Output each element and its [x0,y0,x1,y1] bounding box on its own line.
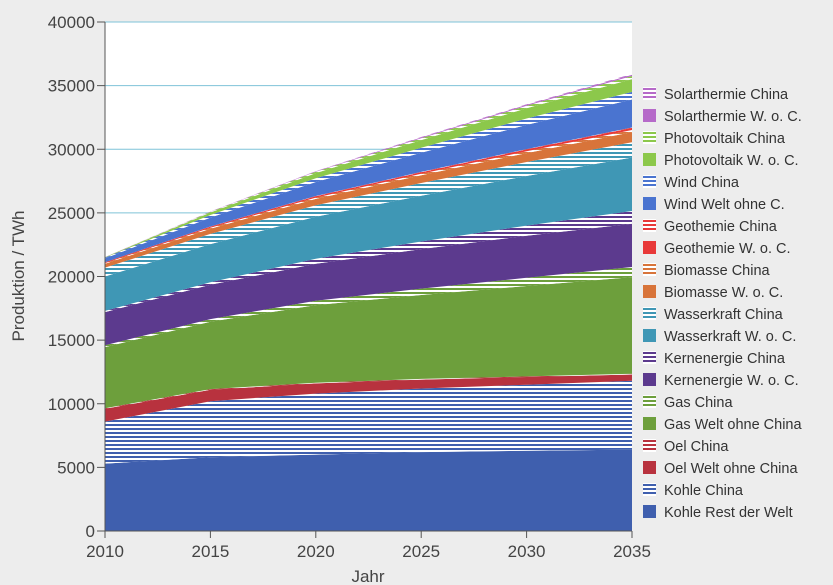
legend-swatch [643,351,656,364]
area-wind-welt-ohne-c [105,99,632,263]
x-tick-label: 2015 [191,542,229,561]
legend-swatch [643,87,656,100]
area-wind-china [105,91,632,259]
area-wasserkraft-w-o-c [105,157,632,311]
area-kohle-china [105,380,632,464]
y-tick-label: 25000 [48,204,95,223]
legend-swatch [643,373,656,386]
x-tick-label: 2030 [508,542,546,561]
legend-label: Oel Welt ohne China [664,461,798,477]
x-tick-label: 2025 [402,542,440,561]
legend-label: Wind Welt ohne C. [664,197,785,213]
legend-swatch [643,307,656,320]
area-oel-welt-ohne-china [105,374,632,422]
legend-label: Geothemie W. o. C. [664,241,791,257]
y-tick-label: 0 [86,522,95,541]
legend-swatch [643,329,656,342]
legend-label: Wind China [664,175,740,191]
legend-swatch [643,175,656,188]
legend-label: Gas Welt ohne China [664,417,802,433]
y-tick-label: 40000 [48,13,95,32]
y-axis-title: Produktion / TWh [9,210,28,341]
x-axis-ticks: 2010 2015 2020 2025 2030 2035 [86,531,651,561]
legend-swatch [643,417,656,430]
legend-swatch [643,505,656,518]
legend-label: Solarthermie China [664,87,789,103]
legend-swatch [643,153,656,166]
legend-swatch [643,285,656,298]
legend: Solarthermie China Solarthermie W. o. C. P… [643,87,802,521]
y-axis-ticks: 0 5000 10000 15000 20000 25000 30000 35000 40000 [48,13,105,541]
legend-label: Wasserkraft China [664,307,784,323]
legend-label: Kohle Rest der Welt [664,505,793,521]
legend-swatch [643,109,656,122]
legend-swatch [643,197,656,210]
x-tick-label: 2010 [86,542,124,561]
legend-label: Biomasse China [664,263,771,279]
legend-swatch [643,263,656,276]
legend-label: Oel China [664,439,729,455]
area-gas-china [105,267,632,348]
x-tick-label: 2035 [613,542,651,561]
legend-label: Gas China [664,395,733,411]
x-tick-label: 2020 [297,542,335,561]
x-axis-title: Jahr [351,567,384,585]
y-tick-label: 20000 [48,268,95,287]
legend-label: Photovoltaik W. o. C. [664,153,799,169]
legend-label: Kohle China [664,483,744,499]
y-tick-label: 10000 [48,395,95,414]
legend-label: Biomasse W. o. C. [664,285,783,301]
legend-label: Photovoltaik China [664,131,786,147]
legend-label: Kernenergie China [664,351,786,367]
y-tick-label: 15000 [48,331,95,350]
y-tick-label: 5000 [57,458,95,477]
area-series [105,74,632,531]
legend-swatch [643,395,656,408]
area-kohle-rest-der-welt [105,449,632,531]
area-kernenergie-w-o-c [105,223,632,346]
legend-swatch [643,131,656,144]
legend-swatch [643,461,656,474]
area-gas-welt-ohne-china [105,277,632,409]
legend-swatch [643,439,656,452]
legend-label: Solarthermie W. o. C. [664,109,802,125]
legend-swatch [643,219,656,232]
area-wasserkraft-china [105,142,632,277]
legend-label: Geothemie China [664,219,778,235]
legend-label: Wasserkraft W. o. C. [664,329,796,345]
area-kernenergie-china [105,211,632,313]
area-biomasse-w-o-c [105,132,632,268]
legend-swatch [643,483,656,496]
area-photovoltaik-w-o-c [105,79,632,258]
y-tick-label: 30000 [48,140,95,159]
legend-swatch [643,241,656,254]
y-tick-label: 35000 [48,77,95,96]
legend-label: Kernenergie W. o. C. [664,373,799,389]
